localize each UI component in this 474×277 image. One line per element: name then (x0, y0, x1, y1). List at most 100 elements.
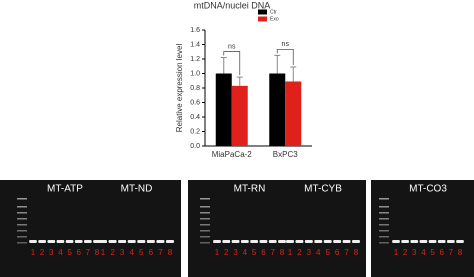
lane-number: 7 (344, 248, 349, 257)
y-tick-label: 1.6 (190, 27, 200, 34)
dna-band (74, 240, 83, 243)
legend-label: Ctr (270, 9, 277, 15)
ladder-band (17, 206, 27, 208)
ladder-band (17, 218, 27, 220)
ladder-band (17, 230, 27, 232)
ladder-band (17, 198, 27, 200)
dna-band (222, 240, 231, 243)
lane-number: 8 (458, 248, 463, 257)
lane-number: 6 (261, 248, 266, 257)
ladder-band (379, 212, 389, 214)
y-tick-label: 0.8 (190, 85, 200, 92)
lane-number: 1 (101, 248, 106, 257)
lane-number: 3 (233, 248, 238, 257)
dna-band (98, 240, 108, 243)
ladder-band (379, 242, 389, 244)
dna-band (323, 240, 332, 243)
dna-band (213, 240, 221, 243)
dna-band (268, 240, 277, 243)
ladder-band (200, 224, 210, 226)
legend-label: Exo (270, 16, 279, 22)
lane-number: 8 (354, 248, 359, 257)
significance-label: ns (228, 43, 236, 50)
ladder-band (200, 218, 210, 220)
dna-band (401, 240, 409, 243)
lane-number: 5 (430, 248, 435, 257)
dna-band (342, 240, 351, 243)
significance-bracket (276, 48, 294, 65)
lane-number: 6 (76, 248, 81, 257)
dna-band (84, 240, 92, 243)
lane-number: 8 (280, 248, 285, 257)
lane-number: 1 (394, 248, 399, 257)
lane-number: 3 (412, 248, 417, 257)
lane-number: 2 (297, 248, 302, 257)
ladder-band (200, 242, 210, 244)
lane-number: 8 (95, 248, 100, 257)
dna-band (437, 240, 446, 243)
dna-band (29, 240, 37, 243)
y-tick-label: 0.4 (190, 114, 200, 121)
ladder-band (379, 224, 389, 226)
ladder-band (379, 206, 389, 208)
dna-band (118, 240, 127, 243)
lane-number: 4 (316, 248, 321, 257)
y-tick-label: 1.4 (190, 41, 200, 48)
lane-number: 3 (120, 248, 125, 257)
ladder-band (17, 236, 27, 238)
lane-number: 1 (215, 248, 220, 257)
legend-swatch (258, 9, 267, 15)
y-axis-label: Relative expression level (175, 44, 184, 133)
lane-number: 7 (270, 248, 275, 257)
ladder-band (17, 242, 27, 244)
lane-number: 5 (325, 248, 330, 257)
dna-band (314, 240, 323, 243)
y-tick-label: 1.2 (190, 56, 200, 63)
gel-label: MT-ND (121, 184, 153, 195)
dna-band (410, 240, 419, 243)
lane-number: 8 (168, 248, 173, 257)
dna-band (304, 240, 313, 243)
lane-number: 2 (224, 248, 229, 257)
bar (231, 85, 248, 146)
dna-band (56, 240, 65, 243)
y-tick-label: 0.6 (190, 99, 200, 106)
ladder-band (379, 236, 389, 238)
dna-band (456, 240, 464, 243)
dna-band (38, 240, 46, 243)
bar (215, 73, 232, 146)
dna-band (392, 240, 400, 243)
dna-band (286, 240, 294, 243)
ladder-band (200, 206, 210, 208)
dna-band (156, 240, 165, 243)
y-tick-label: 1.0 (190, 70, 200, 77)
dna-band (250, 240, 259, 243)
lane-number: 1 (31, 248, 36, 257)
dna-band (428, 240, 437, 243)
dna-band (93, 240, 101, 243)
bar (269, 73, 286, 146)
lane-number: 6 (149, 248, 154, 257)
gel-label: MT-CO3 (409, 184, 447, 195)
lane-number: 1 (288, 248, 293, 257)
lane-number: 4 (421, 248, 426, 257)
chart-title: mtDNA/nuclei DNA (194, 0, 271, 10)
lane-number: 6 (439, 248, 444, 257)
lane-number: 3 (307, 248, 312, 257)
x-tick-label: MiaPaCa-2 (212, 150, 253, 159)
ladder-band (200, 236, 210, 238)
dna-band (259, 240, 268, 243)
lane-number: 4 (243, 248, 248, 257)
lane-number: 6 (335, 248, 340, 257)
y-tick-label: 0.2 (190, 128, 200, 135)
lane-number: 2 (110, 248, 115, 257)
x-tick-label: BxPC3 (273, 150, 298, 159)
lane-number: 5 (139, 248, 144, 257)
ladder-band (379, 198, 389, 200)
lane-number: 5 (67, 248, 72, 257)
dna-band (108, 240, 117, 243)
gel-label: MT-CYB (304, 184, 342, 195)
ladder-band (379, 230, 389, 232)
y-tick-label: 0.0 (190, 143, 200, 150)
dna-band (447, 240, 455, 243)
